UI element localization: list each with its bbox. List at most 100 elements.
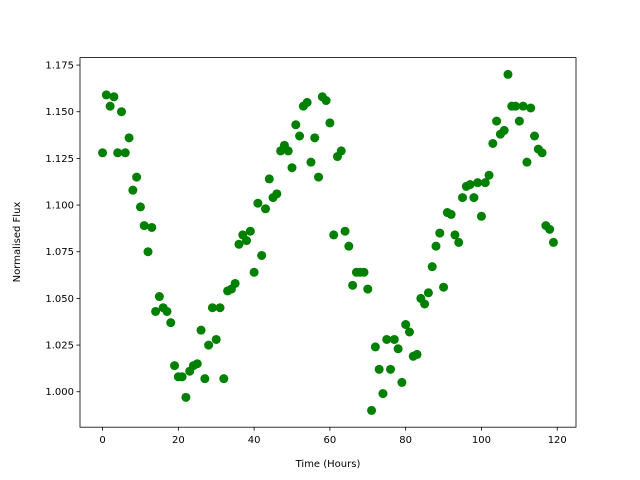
data-point — [404, 327, 414, 337]
y-axis-label: Normalised Flux — [12, 202, 23, 283]
data-point — [207, 303, 217, 313]
x-tick-label: 100 — [472, 435, 491, 446]
data-point — [363, 284, 373, 294]
data-point — [162, 306, 172, 316]
data-point — [412, 349, 422, 359]
data-point — [230, 278, 240, 288]
data-point — [181, 392, 191, 402]
data-point — [329, 230, 339, 240]
data-point — [484, 170, 494, 180]
data-point — [473, 178, 483, 188]
data-point — [321, 96, 331, 106]
data-point — [143, 247, 153, 257]
data-point — [211, 334, 221, 344]
data-point — [431, 241, 441, 251]
data-point — [397, 377, 407, 387]
data-point — [393, 344, 403, 354]
data-point — [548, 237, 558, 247]
x-tick-label: 80 — [399, 435, 412, 446]
y-tick-label: 1.050 — [45, 294, 74, 305]
data-point — [154, 292, 164, 302]
data-point — [374, 364, 384, 374]
data-point — [522, 157, 532, 167]
data-point — [264, 174, 274, 184]
data-point — [389, 334, 399, 344]
data-point — [511, 101, 521, 111]
data-point — [454, 237, 464, 247]
data-point — [435, 228, 445, 238]
data-point — [439, 282, 449, 292]
y-tick-label: 1.100 — [45, 201, 74, 212]
data-point — [545, 224, 555, 234]
data-point — [382, 334, 392, 344]
data-point — [469, 193, 479, 203]
data-point — [234, 239, 244, 249]
data-point — [200, 374, 210, 384]
data-point — [530, 131, 540, 141]
data-point — [215, 303, 225, 313]
data-point — [139, 221, 149, 231]
x-tick-label: 20 — [172, 435, 185, 446]
data-point — [147, 222, 157, 232]
data-point — [378, 389, 388, 399]
data-point — [340, 226, 350, 236]
data-point — [492, 116, 502, 126]
data-point — [120, 148, 130, 158]
data-point — [204, 340, 214, 350]
data-point — [109, 92, 119, 102]
data-point — [476, 211, 486, 221]
data-point — [283, 146, 293, 156]
data-point — [480, 178, 490, 188]
data-point — [98, 148, 108, 158]
data-point — [166, 318, 176, 328]
data-point — [302, 97, 312, 107]
y-tick-label: 1.025 — [45, 341, 74, 352]
data-point — [219, 374, 229, 384]
data-point — [291, 120, 301, 130]
data-point — [306, 157, 316, 167]
data-point — [367, 405, 377, 415]
data-point — [295, 131, 305, 141]
x-tick-label: 0 — [99, 435, 105, 446]
data-point — [499, 125, 509, 135]
data-point — [370, 342, 380, 352]
data-point — [359, 267, 369, 277]
data-point — [105, 101, 115, 111]
y-tick-label: 1.125 — [45, 154, 74, 165]
data-point — [242, 236, 252, 246]
data-point — [151, 306, 161, 316]
x-tick-label: 120 — [548, 435, 567, 446]
data-point — [526, 103, 536, 113]
data-point — [386, 364, 396, 374]
data-point — [257, 250, 267, 260]
data-point — [135, 202, 145, 212]
y-tick-label: 1.175 — [45, 61, 74, 72]
y-tick-label: 1.000 — [45, 387, 74, 398]
data-point — [420, 299, 430, 309]
data-point — [113, 148, 123, 158]
data-point — [401, 320, 411, 330]
data-point — [314, 172, 324, 182]
y-tick-label: 1.075 — [45, 247, 74, 258]
data-point — [253, 198, 263, 208]
data-point — [537, 148, 547, 158]
data-point — [446, 209, 456, 219]
data-point — [465, 180, 475, 190]
x-axis-label: Time (Hours) — [295, 459, 361, 470]
data-point — [518, 101, 528, 111]
data-point — [287, 163, 297, 173]
data-point — [272, 189, 282, 199]
data-point — [488, 138, 498, 148]
data-point — [427, 262, 437, 272]
data-point — [310, 133, 320, 143]
data-point — [450, 230, 460, 240]
data-point — [192, 359, 202, 369]
data-point — [124, 133, 134, 143]
data-point — [336, 146, 346, 156]
data-point — [503, 69, 513, 79]
data-point — [260, 204, 270, 214]
data-point — [249, 267, 259, 277]
data-point — [348, 280, 358, 290]
y-tick-label: 1.150 — [45, 107, 74, 118]
